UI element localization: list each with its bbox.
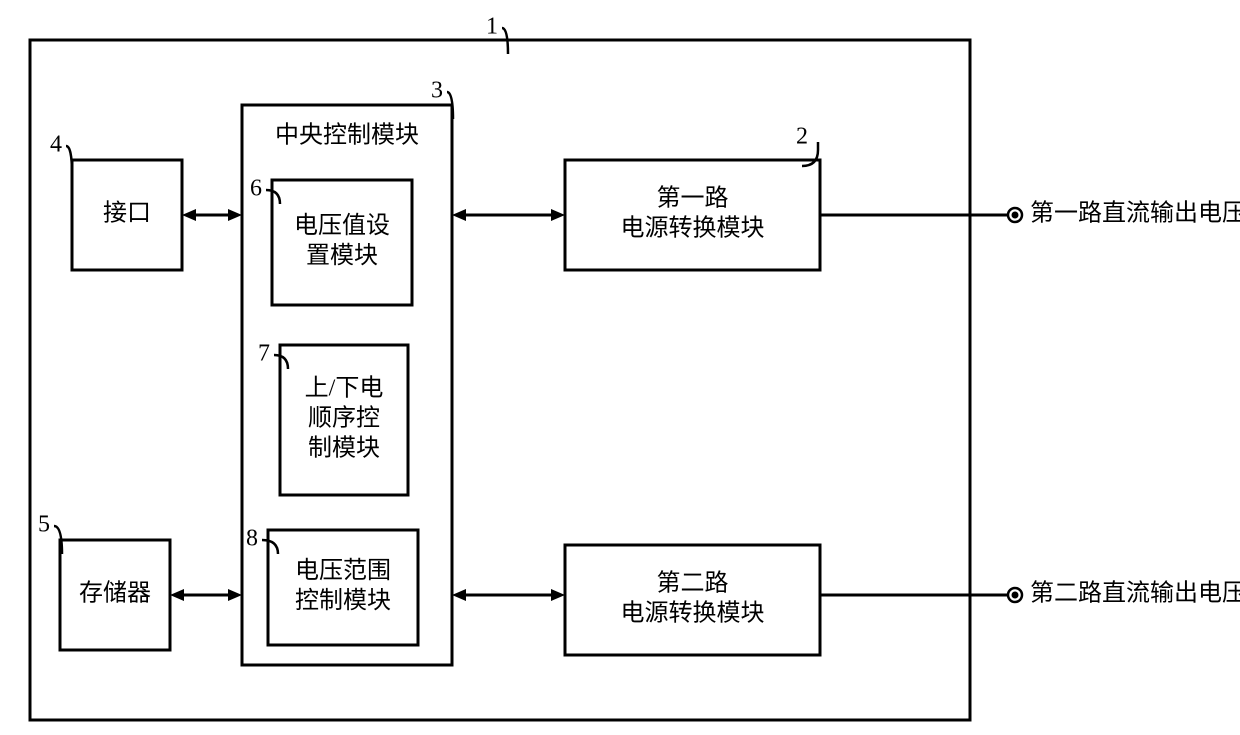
output-label-out1: 第一路直流输出电压 — [1030, 200, 1240, 227]
ref-num-r6: 6 — [250, 176, 262, 202]
ref-num-r1: 1 — [486, 14, 498, 40]
ref-num-r5: 5 — [38, 512, 50, 538]
ref-num-r8: 8 — [246, 526, 258, 552]
output-label-out2: 第二路直流输出电压 — [1030, 580, 1240, 607]
label-central: 中央控制模块 — [275, 122, 419, 149]
terminal-inner-psu2-out — [1012, 592, 1019, 599]
label-memory-line0: 存储器 — [79, 580, 151, 607]
box-seq_ctrl: 上/下电顺序控制模块 — [280, 345, 408, 495]
label-voltage_set-line1: 置模块 — [306, 242, 378, 269]
label-seq_ctrl-line2: 制模块 — [308, 435, 380, 462]
ref-num-r4: 4 — [50, 132, 62, 158]
label-range_ctrl-line1: 控制模块 — [295, 587, 391, 614]
box-interface: 接口 — [72, 160, 182, 270]
box-range_ctrl: 电压范围控制模块 — [268, 530, 418, 645]
label-interface-line0: 接口 — [103, 200, 151, 227]
label-psu2-line1: 电源转换模块 — [621, 600, 765, 627]
ref-num-r7: 7 — [258, 341, 270, 367]
terminal-inner-psu1-out — [1012, 212, 1019, 219]
label-voltage_set-line0: 电压值设 — [294, 212, 390, 239]
label-range_ctrl-line0: 电压范围 — [295, 557, 391, 584]
box-psu1: 第一路电源转换模块 — [565, 160, 820, 270]
label-seq_ctrl-line0: 上/下电 — [305, 375, 384, 402]
box-psu2: 第二路电源转换模块 — [565, 545, 820, 655]
block-diagram: 中央控制模块电压值设置模块上/下电顺序控制模块电压范围控制模块接口存储器第一路电… — [0, 0, 1240, 735]
label-psu2-line0: 第二路 — [657, 570, 729, 597]
label-psu1-line0: 第一路 — [657, 185, 729, 212]
ref-num-r3: 3 — [431, 78, 443, 104]
label-psu1-line1: 电源转换模块 — [621, 215, 765, 242]
box-voltage_set: 电压值设置模块 — [272, 180, 412, 305]
ref-num-r2: 2 — [796, 124, 808, 150]
label-seq_ctrl-line1: 顺序控 — [308, 405, 380, 432]
box-memory: 存储器 — [60, 540, 170, 650]
